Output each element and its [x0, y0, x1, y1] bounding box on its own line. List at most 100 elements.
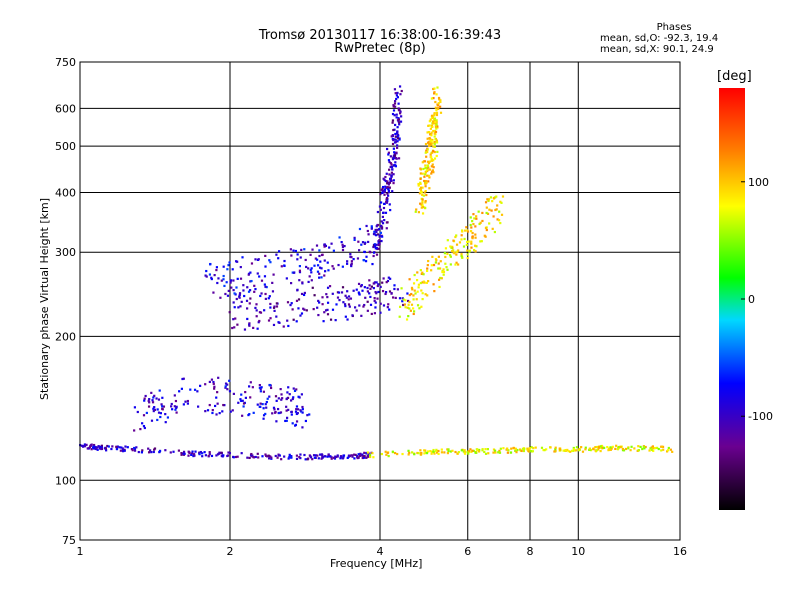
echo-point	[250, 262, 254, 265]
echo-point	[207, 454, 210, 458]
echo-point	[356, 257, 360, 260]
echo-point	[470, 242, 473, 245]
echo-point	[370, 285, 374, 288]
echo-point	[170, 402, 173, 406]
echo-point	[387, 194, 390, 197]
echo-point	[499, 221, 502, 225]
echo-point	[415, 279, 419, 282]
echo-point	[368, 284, 371, 287]
echo-point	[472, 213, 475, 216]
echo-point	[368, 279, 371, 282]
echo-point	[358, 454, 361, 457]
echo-point	[206, 409, 210, 412]
echo-point	[439, 111, 443, 114]
echo-point	[397, 117, 400, 120]
echo-point	[199, 450, 202, 454]
echo-point	[153, 448, 156, 451]
echo-point	[318, 266, 322, 269]
echo-point	[359, 452, 362, 455]
echo-point	[395, 151, 398, 154]
echo-point	[159, 412, 163, 415]
echo-point	[182, 377, 185, 380]
echo-point	[413, 289, 416, 292]
x-tick-label: 8	[527, 545, 534, 558]
echo-point	[474, 233, 477, 236]
echo-point	[372, 232, 376, 236]
echo-point	[308, 275, 311, 278]
echo-point	[316, 270, 320, 273]
echo-point	[412, 298, 415, 301]
echo-point	[453, 252, 456, 255]
echo-point	[484, 201, 488, 204]
echo-point	[390, 163, 393, 166]
echo-point	[262, 407, 265, 410]
echo-point	[660, 445, 664, 448]
echo-point	[462, 450, 465, 453]
echo-point	[317, 457, 320, 460]
echo-point	[239, 265, 242, 269]
echo-point	[394, 161, 397, 164]
echo-point	[424, 201, 427, 204]
echo-point	[434, 121, 437, 124]
echo-point	[290, 282, 293, 285]
echo-point	[477, 210, 480, 213]
echo-point	[309, 253, 312, 256]
echo-point	[115, 445, 118, 448]
echo-point	[573, 449, 576, 452]
echo-point	[437, 267, 440, 270]
echo-point	[210, 277, 213, 281]
echo-point	[606, 445, 609, 449]
echo-point	[495, 208, 498, 211]
echo-point	[262, 417, 265, 420]
echo-point	[306, 458, 309, 461]
echo-point	[338, 298, 341, 302]
echo-point	[437, 262, 440, 265]
echo-point	[444, 262, 447, 265]
x-tick-label: 6	[464, 545, 471, 558]
echo-point	[317, 313, 320, 317]
echo-point	[80, 444, 84, 447]
echo-point	[317, 299, 320, 303]
echo-point	[383, 178, 386, 181]
echo-point	[627, 447, 630, 450]
echo-point	[393, 155, 396, 158]
echo-point	[484, 235, 487, 238]
echo-point	[522, 449, 526, 453]
echo-point	[250, 279, 253, 283]
echo-point	[421, 201, 424, 204]
echo-point	[396, 288, 399, 291]
echo-point	[164, 413, 167, 416]
echo-point	[256, 452, 259, 455]
echo-point	[387, 276, 390, 279]
echo-point	[326, 295, 329, 299]
echo-point	[362, 455, 365, 458]
echo-point	[373, 244, 377, 247]
echo-point	[392, 104, 395, 107]
echo-point	[231, 326, 234, 330]
echo-point	[514, 449, 517, 452]
echo-point	[98, 447, 102, 450]
echo-point	[383, 193, 386, 196]
echo-point	[493, 449, 497, 452]
echo-point	[382, 177, 385, 180]
echo-point	[350, 260, 353, 263]
echo-point	[295, 454, 299, 457]
echo-point	[417, 283, 420, 286]
echo-point	[419, 449, 422, 452]
echo-point	[280, 265, 283, 268]
echo-point	[629, 449, 632, 452]
echo-point	[437, 449, 440, 453]
echo-point	[426, 294, 429, 297]
echo-point	[431, 114, 434, 117]
echo-point	[363, 250, 367, 254]
echo-point	[268, 384, 272, 387]
echo-point	[379, 311, 382, 314]
echo-point	[419, 269, 422, 272]
echo-point	[512, 446, 515, 450]
echo-point	[443, 451, 446, 454]
echo-point	[401, 297, 404, 300]
echo-point	[442, 273, 445, 276]
echo-point	[481, 449, 484, 452]
echo-point	[584, 448, 587, 451]
echo-point	[431, 159, 434, 162]
